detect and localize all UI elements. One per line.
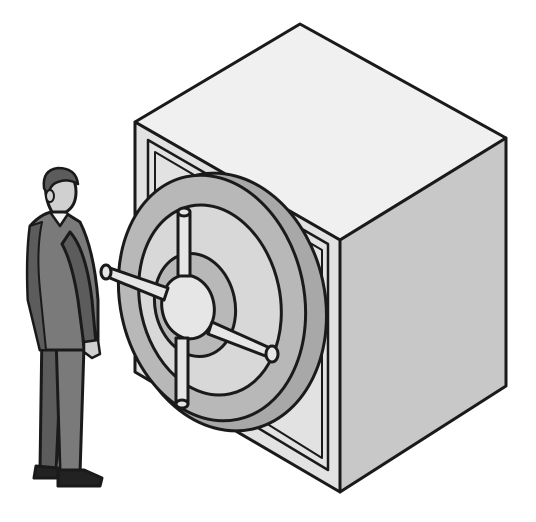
spoke-bottom-cap <box>174 398 190 410</box>
door-handle-spokes <box>99 206 280 410</box>
vault-safe-icon <box>99 22 508 494</box>
man-hand <box>82 338 102 360</box>
man-collar <box>48 210 70 228</box>
man-shoe-back <box>32 464 62 480</box>
handle-spoke-top <box>176 210 192 278</box>
vault-door <box>99 171 328 433</box>
spoke-right-cap <box>264 344 280 364</box>
man-hair <box>42 166 80 198</box>
spoke-left-cap <box>99 263 113 281</box>
man-shoe-front <box>56 468 104 488</box>
man-jacket-shade <box>26 221 47 351</box>
man-ear <box>45 189 55 203</box>
man-leg-front <box>54 334 86 476</box>
handle-spoke-bottom <box>174 336 190 406</box>
businessman-icon <box>25 166 104 488</box>
spoke-top-cap <box>176 206 192 218</box>
